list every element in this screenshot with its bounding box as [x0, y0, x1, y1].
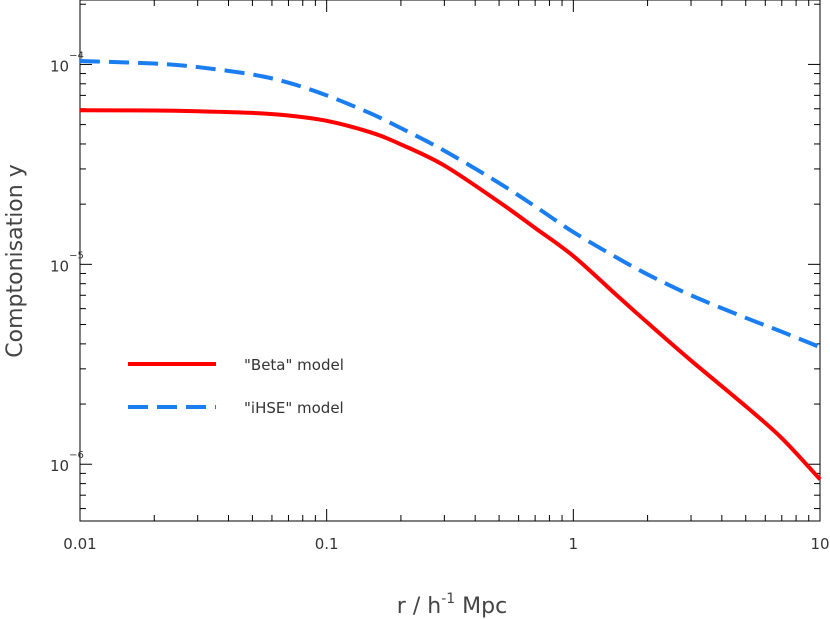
y-tick-exponent: −6 — [69, 450, 84, 461]
y-tick-base: 10 — [50, 457, 69, 475]
plot-frame — [79, 0, 821, 522]
y-tick-base: 10 — [50, 57, 69, 75]
y-tick-label: 10−4 — [50, 50, 84, 75]
y-axis-title: Comptonisation y — [3, 164, 28, 357]
x-axis-title-unit: Mpc — [462, 594, 507, 619]
beta-model-line — [79, 108, 822, 481]
x-tick-label: 0.01 — [63, 535, 96, 553]
x-axis-title-space — [455, 594, 462, 619]
legend-ihse-label: "iHSE" model — [244, 399, 344, 417]
series-lines — [79, 59, 822, 481]
axis-ticks — [79, 0, 821, 521]
x-tick-labels: 0.01 0.1 1 10 — [63, 535, 829, 553]
y-tick-label: 10−5 — [50, 250, 84, 275]
x-axis-title-exponent: -1 — [441, 591, 455, 607]
ihse-model-line — [79, 59, 821, 350]
y-tick-labels: 10−610−510−4 — [50, 50, 84, 475]
y-tick-base: 10 — [50, 257, 69, 275]
x-tick-label: 10 — [810, 535, 829, 553]
x-axis-title-main: r / h — [397, 594, 441, 619]
x-axis-title: r / h-1 Mpc — [397, 591, 507, 619]
legend-beta-label: "Beta" model — [244, 356, 344, 374]
y-tick-exponent: −5 — [69, 250, 84, 261]
x-tick-label: 0.1 — [315, 535, 339, 553]
legend: "Beta" model "iHSE" model — [128, 356, 344, 417]
x-tick-label: 1 — [569, 535, 579, 553]
y-tick-label: 10−6 — [50, 450, 84, 475]
y-tick-exponent: −4 — [69, 50, 84, 61]
